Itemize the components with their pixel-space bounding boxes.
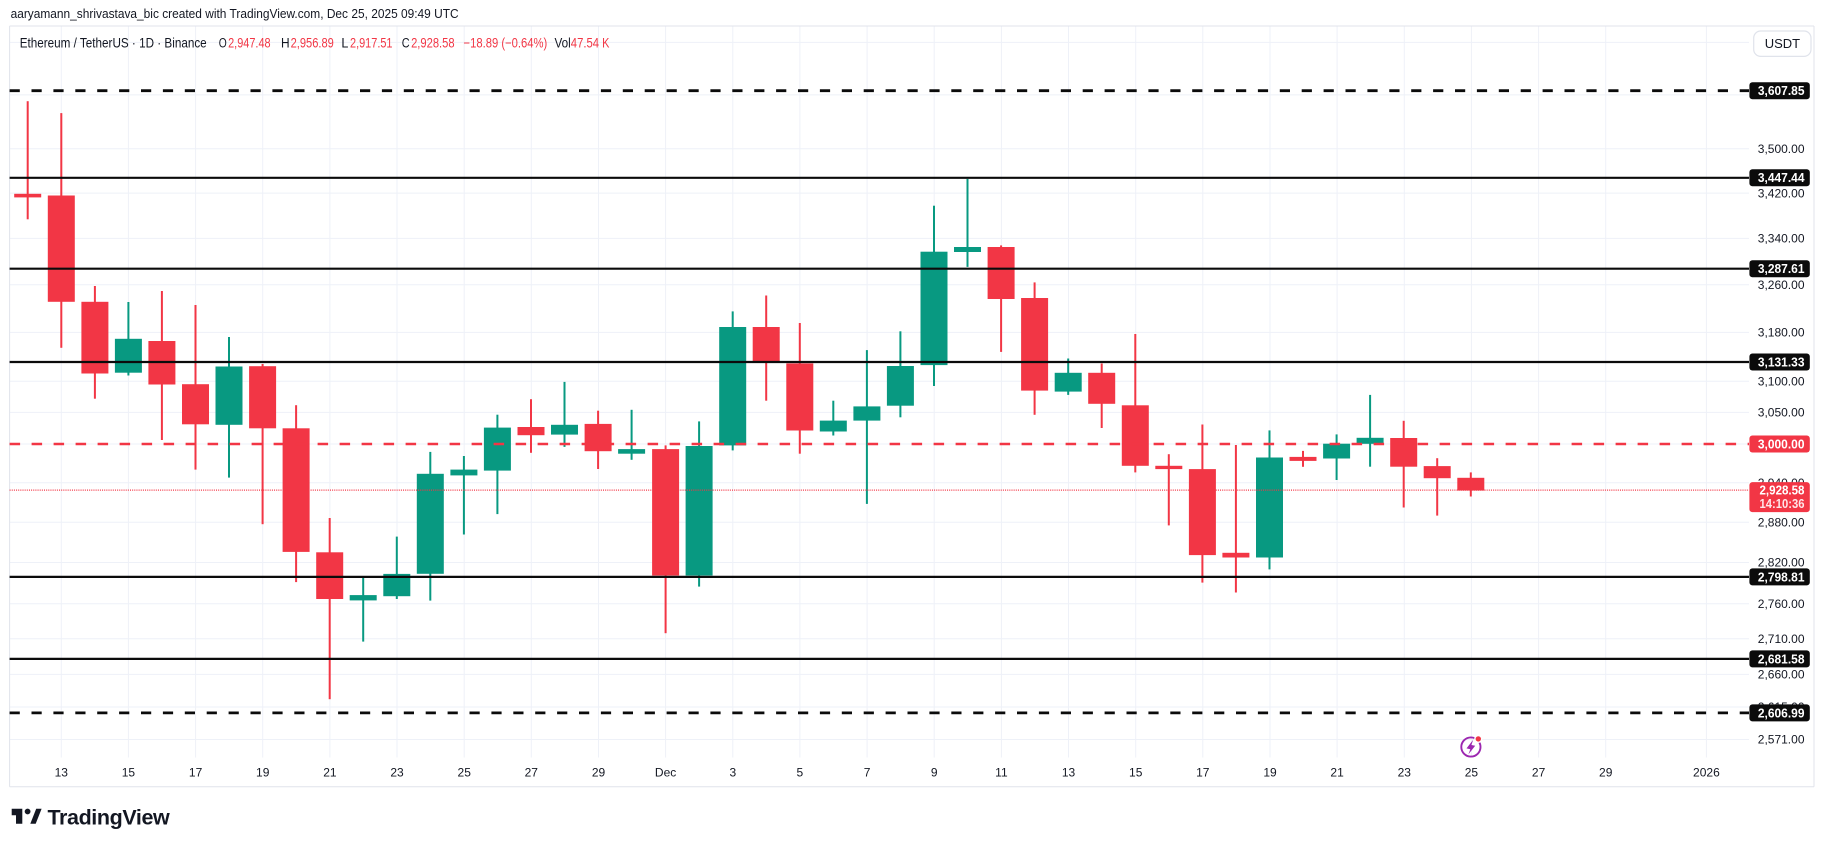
svg-text:3,500.00: 3,500.00 xyxy=(1758,142,1805,156)
svg-text:9: 9 xyxy=(931,766,938,780)
svg-text:USDT: USDT xyxy=(1765,36,1800,51)
svg-text:2,947.48: 2,947.48 xyxy=(228,35,271,50)
svg-text:25: 25 xyxy=(458,766,472,780)
svg-text:K: K xyxy=(602,35,609,50)
svg-text:C: C xyxy=(402,35,410,50)
svg-text:7: 7 xyxy=(864,766,871,780)
svg-text:17: 17 xyxy=(1196,766,1210,780)
svg-text:2,928.58: 2,928.58 xyxy=(411,35,455,50)
svg-text:13: 13 xyxy=(55,766,69,780)
svg-text:27: 27 xyxy=(525,766,539,780)
svg-text:H: H xyxy=(281,35,290,50)
svg-text:3,340.00: 3,340.00 xyxy=(1758,232,1805,246)
svg-text:−18.89 (−0.64%): −18.89 (−0.64%) xyxy=(464,35,548,50)
svg-text:21: 21 xyxy=(1330,766,1344,780)
svg-text:2026: 2026 xyxy=(1693,766,1720,780)
svg-text:3,180.00: 3,180.00 xyxy=(1758,326,1805,340)
svg-text:23: 23 xyxy=(1398,766,1412,780)
svg-text:3,100.00: 3,100.00 xyxy=(1758,374,1805,388)
svg-text:2,820.00: 2,820.00 xyxy=(1758,556,1805,570)
svg-text:2,798.81: 2,798.81 xyxy=(1758,570,1805,584)
svg-text:3,050.00: 3,050.00 xyxy=(1758,406,1805,420)
svg-text:Dec: Dec xyxy=(655,766,676,780)
svg-text:3,260.00: 3,260.00 xyxy=(1758,278,1805,292)
svg-text:13: 13 xyxy=(1062,766,1076,780)
svg-text:3,420.00: 3,420.00 xyxy=(1758,186,1805,200)
svg-text:3,607.85: 3,607.85 xyxy=(1758,84,1805,98)
svg-text:47.54: 47.54 xyxy=(571,35,600,50)
svg-text:11: 11 xyxy=(995,766,1008,780)
svg-text:27: 27 xyxy=(1532,766,1546,780)
svg-text:2,710.00: 2,710.00 xyxy=(1758,632,1805,646)
svg-text:2,571.00: 2,571.00 xyxy=(1758,733,1805,747)
svg-text:21: 21 xyxy=(323,766,337,780)
svg-text:2,928.58: 2,928.58 xyxy=(1760,484,1805,498)
svg-text:15: 15 xyxy=(122,766,136,780)
svg-text:2,606.99: 2,606.99 xyxy=(1758,706,1805,720)
svg-text:14:10:36: 14:10:36 xyxy=(1760,497,1805,511)
svg-text:3: 3 xyxy=(729,766,736,780)
svg-text:2,660.00: 2,660.00 xyxy=(1758,668,1805,682)
svg-text:L: L xyxy=(341,35,348,50)
svg-text:2,760.00: 2,760.00 xyxy=(1758,597,1805,611)
svg-text:3,287.61: 3,287.61 xyxy=(1758,262,1805,276)
svg-text:29: 29 xyxy=(592,766,606,780)
svg-text:TradingView: TradingView xyxy=(48,806,171,830)
svg-text:3,131.33: 3,131.33 xyxy=(1758,355,1805,369)
svg-text:29: 29 xyxy=(1599,766,1613,780)
svg-text:15: 15 xyxy=(1129,766,1143,780)
svg-text:Vol: Vol xyxy=(555,35,571,50)
svg-text:3,447.44: 3,447.44 xyxy=(1758,171,1805,185)
svg-text:23: 23 xyxy=(390,766,404,780)
svg-text:19: 19 xyxy=(1263,766,1277,780)
svg-text:O: O xyxy=(219,35,227,50)
svg-text:5: 5 xyxy=(797,766,804,780)
svg-text:2,880.00: 2,880.00 xyxy=(1758,515,1805,529)
svg-text:3,000.00: 3,000.00 xyxy=(1758,437,1805,451)
svg-text:17: 17 xyxy=(189,766,203,780)
svg-text:19: 19 xyxy=(256,766,270,780)
svg-text:aaryamann_shrivastava_bic crea: aaryamann_shrivastava_bic created with T… xyxy=(11,7,459,21)
svg-text:2,681.58: 2,681.58 xyxy=(1758,652,1805,666)
svg-text:2,956.89: 2,956.89 xyxy=(291,35,334,50)
svg-text:Ethereum / TetherUS · 1D · Bin: Ethereum / TetherUS · 1D · Binance xyxy=(20,34,207,50)
svg-text:25: 25 xyxy=(1465,766,1479,780)
svg-text:2,917.51: 2,917.51 xyxy=(350,35,393,50)
